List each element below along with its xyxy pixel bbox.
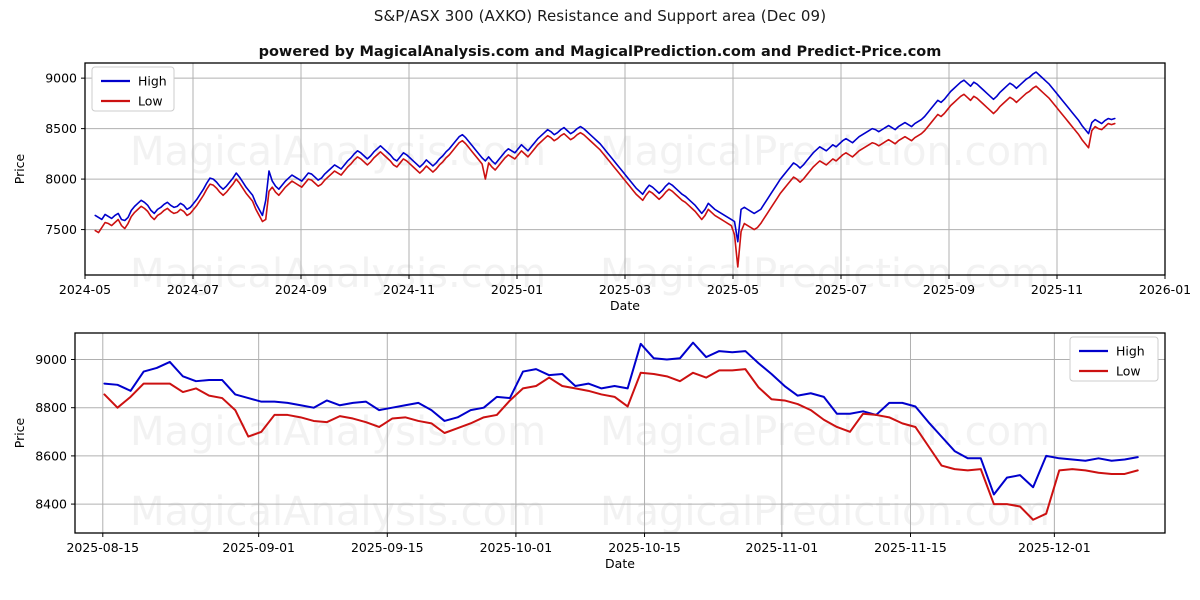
legend-item-high-label: High [138,74,167,89]
page-subtitle: powered by MagicalAnalysis.com and Magic… [258,44,942,60]
watermark-text: MagicalPrediction.com [600,409,1050,455]
y-tick-label: 8400 [35,497,67,512]
legend: High Low [1069,336,1159,382]
x-tick-label: 2025-05 [707,282,759,297]
overview-chart-panel: MagicalAnalysis.com MagicalPrediction.com… [0,55,1200,320]
y-tick-label: 8600 [35,448,67,463]
watermark-text: MagicalPrediction.com [600,489,1050,535]
x-tick-label: 2025-10-15 [608,540,681,555]
y-tick-label: 8800 [35,400,67,415]
plot-frame [74,332,1166,534]
x-tick-label: 2025-09-01 [222,540,295,555]
x-tick-label: 2025-03 [599,282,651,297]
series-line-high [103,341,1139,496]
watermark-text: MagicalAnalysis.com [130,251,546,297]
y-tick-label: 9000 [35,352,67,367]
x-tick-label: 2025-12-01 [1018,540,1091,555]
x-tick-label: 2024-07 [167,282,219,297]
legend-item-high-label: High [1116,344,1145,359]
y-tick-label: 7500 [45,222,77,237]
watermark-text: MagicalPrediction.com [600,251,1050,297]
watermark-text: MagicalPrediction.com [600,129,1050,175]
x-tick-label: 2025-11-15 [874,540,947,555]
series-line-low [103,368,1139,521]
x-axis-title: Date [610,298,640,313]
x-tick-label: 2026-01 [1139,282,1191,297]
legend-item-low-label: Low [138,94,163,109]
legend-box [1069,336,1159,382]
detail-chart-svg: MagicalAnalysis.com MagicalPrediction.com… [12,332,1166,571]
x-tick-label: 2025-09-15 [351,540,424,555]
detail-chart-panel: MagicalAnalysis.com MagicalPrediction.com… [0,325,1200,600]
page-title: S&P/ASX 300 (AXKO) Resistance and Suppor… [373,7,827,25]
y-tick-label: 8000 [45,172,77,187]
x-tick-label: 2025-08-15 [66,540,139,555]
y-axis-title: Price [12,417,27,448]
watermark-text: MagicalAnalysis.com [130,489,546,535]
x-tick-label: 2024-11 [383,282,435,297]
overview-chart-svg: MagicalAnalysis.com MagicalPrediction.com… [12,62,1191,313]
x-tick-label: 2025-07 [815,282,867,297]
series-line-low [94,85,1116,268]
x-tick-label: 2025-01 [491,282,543,297]
x-tick-label: 2025-10-01 [480,540,553,555]
x-tick-label: 2024-05 [59,282,111,297]
legend: High Low [91,66,175,112]
series-line-high [94,71,1116,243]
y-tick-label: 8500 [45,121,77,136]
y-axis-title: Price [12,153,27,184]
x-axis-title: Date [605,556,635,571]
x-tick-label: 2024-09 [275,282,327,297]
plot-frame [84,62,1166,276]
x-tick-label: 2025-09 [923,282,975,297]
x-tick-label: 2025-11-01 [746,540,819,555]
y-tick-label: 9000 [45,71,77,86]
x-tick-label: 2025-11 [1031,282,1083,297]
legend-item-low-label: Low [1116,364,1141,379]
